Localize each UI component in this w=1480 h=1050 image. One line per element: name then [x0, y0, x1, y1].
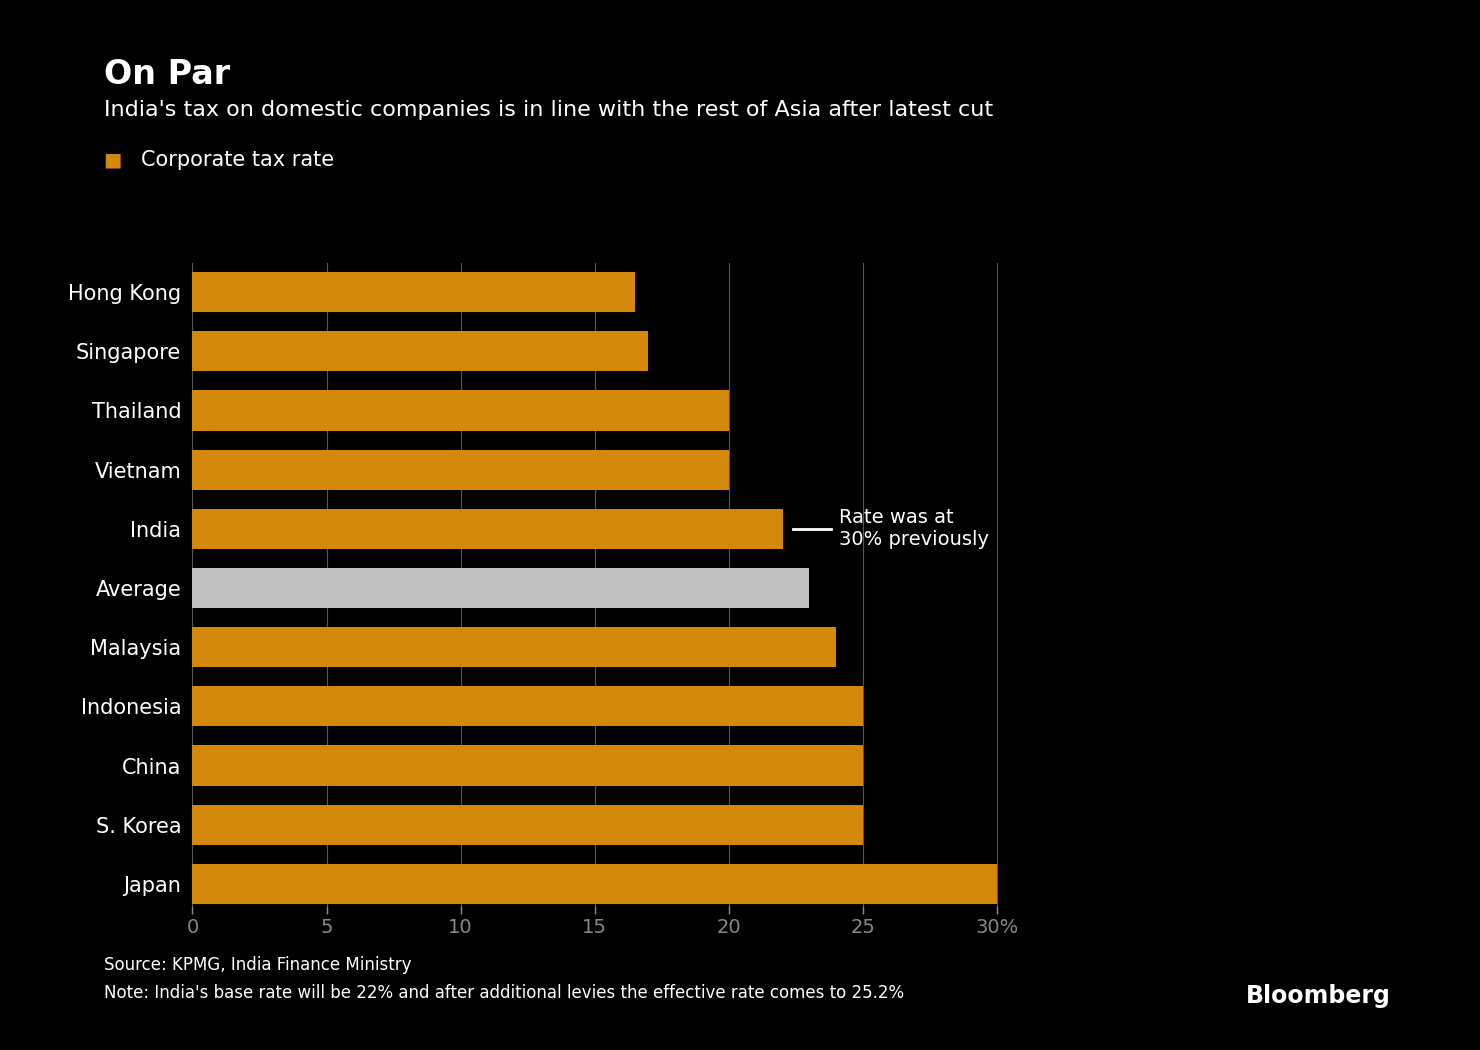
Bar	[192, 568, 810, 608]
Bar	[192, 331, 648, 372]
Text: Source: KPMG, India Finance Ministry: Source: KPMG, India Finance Ministry	[104, 957, 411, 974]
Bar	[192, 687, 863, 727]
Bar	[192, 272, 635, 312]
Text: Rate was at
30% previously: Rate was at 30% previously	[839, 508, 989, 549]
Text: Note: India's base rate will be 22% and after additional levies the effective ra: Note: India's base rate will be 22% and …	[104, 984, 904, 1002]
Text: ■: ■	[104, 150, 121, 169]
Text: India's tax on domestic companies is in line with the rest of Asia after latest : India's tax on domestic companies is in …	[104, 100, 993, 120]
Bar	[192, 627, 836, 668]
Text: Corporate tax rate: Corporate tax rate	[141, 150, 333, 170]
Bar	[192, 449, 728, 489]
Text: Bloomberg: Bloomberg	[1246, 984, 1391, 1008]
Text: On Par: On Par	[104, 58, 229, 90]
Bar	[192, 746, 863, 785]
Bar	[192, 804, 863, 845]
Bar	[192, 391, 728, 430]
Bar	[192, 864, 998, 904]
Bar	[192, 508, 783, 549]
